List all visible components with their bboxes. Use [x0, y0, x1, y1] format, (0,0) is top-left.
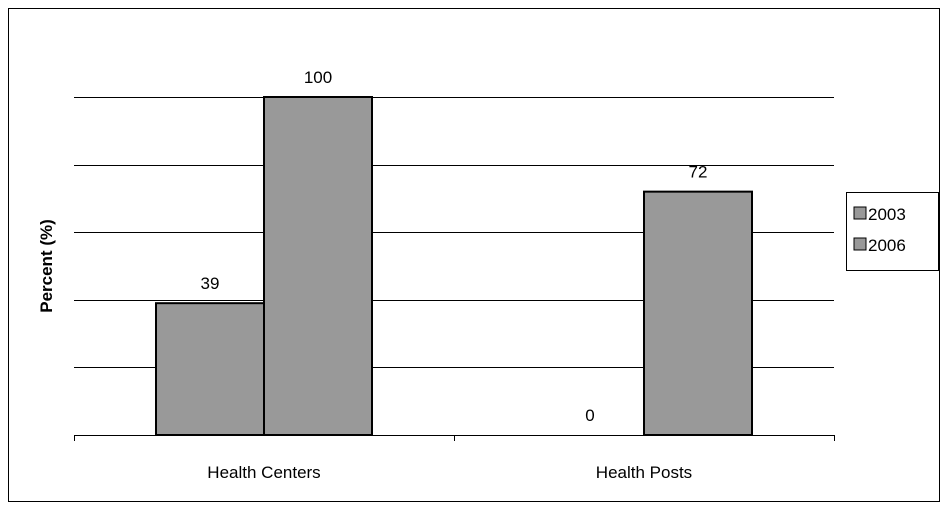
data-labels: 39 0 100 72 [201, 68, 708, 425]
y-axis-title: Percent (%) [37, 219, 56, 313]
bars [155, 96, 753, 436]
legend-label: 2003 [868, 205, 906, 224]
legend-swatch [853, 237, 867, 251]
bar-2006-1 [643, 190, 753, 436]
legend-box [846, 192, 939, 271]
x-axis: Health Centers Health Posts [74, 435, 835, 482]
bar-2003-0 [155, 302, 265, 436]
legend: 2003 2006 [846, 192, 939, 271]
data-label: 100 [304, 68, 332, 87]
data-label: 72 [689, 163, 708, 182]
legend-swatch [853, 206, 867, 220]
x-tick-label: Health Posts [596, 463, 692, 482]
bar-2006-0 [263, 96, 373, 436]
legend-label: 2006 [868, 236, 906, 255]
data-label: 39 [201, 274, 220, 293]
x-tick-label: Health Centers [207, 463, 320, 482]
data-label: 0 [585, 406, 594, 425]
